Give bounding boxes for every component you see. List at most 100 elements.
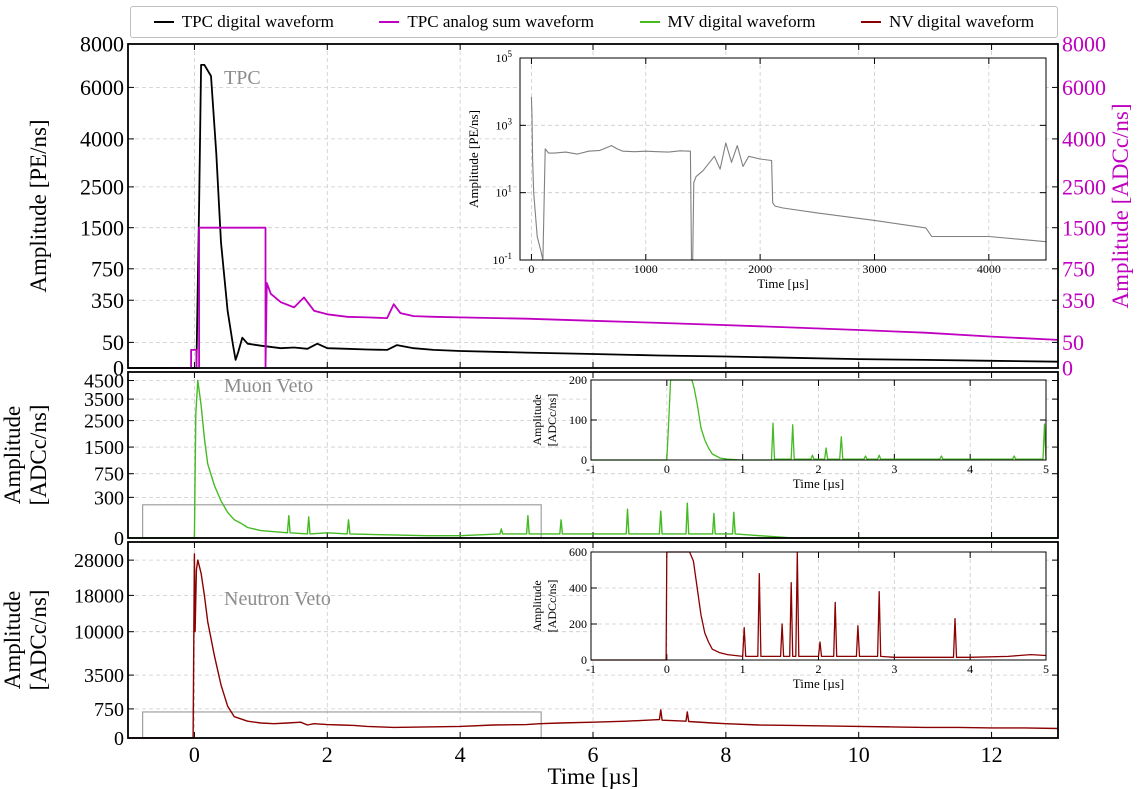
tpc-main-y-right-tick-label: 2500 (1062, 175, 1106, 200)
nv-main-frame (127, 541, 1059, 739)
mv-inset-y-tick-label: 200 (569, 373, 587, 387)
tpc-main-y-tick-label: 350 (91, 288, 124, 313)
tpc-main-frame (127, 43, 1059, 369)
tpc-main-y-tick-label: 8000 (80, 32, 124, 57)
tpc-main-y-tick-label: 0 (113, 356, 124, 381)
tpc-main-y-right-tick-label: 750 (1062, 256, 1095, 281)
mv-main-y-tick-label: 3500 (84, 389, 124, 411)
nv-inset-y-axis-label-unit: [ADCc/ns] (545, 580, 559, 633)
legend-swatch (153, 21, 174, 23)
nv-main-x-tick-label: 4 (455, 742, 466, 767)
legend-item-nv-digital: NV digital waveform (861, 12, 1034, 32)
tpc-main-y-right-tick-label: 1500 (1062, 215, 1106, 240)
tpc-inset-y-tick-label: 105 (496, 49, 513, 65)
mv-inset-panel (590, 379, 1047, 461)
nv-inset-x-tick-label: 3 (891, 662, 897, 676)
nv-inset-y-tick-label: 400 (569, 581, 587, 595)
legend-label: TPC digital waveform (181, 12, 334, 31)
nv-main-x-tick-label: 10 (848, 742, 870, 767)
mv-inset-x-axis-label: Time [µs] (793, 476, 844, 491)
legend: TPC digital waveform TPC analog sum wave… (130, 6, 1058, 38)
mv-inset-x-tick-label: 1 (740, 462, 746, 476)
nv-main-y-tick-label: 0 (114, 728, 124, 750)
nv-inset-x-tick-label: 2 (816, 662, 822, 676)
legend-item-tpc-digital: TPC digital waveform (153, 12, 334, 32)
tpc-inset-x-tick-label: 1000 (634, 262, 658, 276)
mv-inset-series-0 (591, 379, 1047, 461)
nv-main-x-tick-label: 2 (322, 742, 333, 767)
tpc-main-y-right-tick-label: 8000 (1062, 32, 1106, 57)
nv-main-y-tick-label: 28000 (74, 550, 124, 572)
mv-main-y-axis-label: Amplitude (0, 406, 25, 504)
tpc-inset-frame (519, 57, 1047, 261)
nv-main-x-tick-label: 8 (720, 742, 731, 767)
mv-main-y-axis-label-unit: [ADCc/ns] (26, 405, 51, 506)
tpc-inset-x-axis-label: Time [µs] (757, 276, 808, 291)
mv-main-y-tick-label: 750 (94, 464, 124, 486)
tpc-inset-y-tick-label: 103 (496, 116, 513, 132)
tpc-inset-y-tick-label: 10-1 (493, 251, 513, 267)
mv-inset-y-tick-label: 0 (581, 453, 587, 467)
nv-main-y-axis-label: Amplitude (0, 591, 25, 689)
tpc-main-y-right-tick-label: 50 (1062, 330, 1084, 355)
tpc-inset-x-tick-label: 2000 (748, 262, 772, 276)
mv-main-y-tick-label: 0 (114, 528, 124, 550)
nv-inset-panel (590, 551, 1047, 661)
nv-inset-frame (590, 551, 1047, 661)
mv-inset-y-tick-label: 100 (569, 413, 587, 427)
tpc-inset-background (520, 58, 1046, 260)
legend-swatch (861, 21, 882, 23)
nv-inset-series-0 (591, 551, 1047, 661)
tpc-inset-panel (519, 57, 1047, 261)
tpc-main-y-right-tick-label: 6000 (1062, 75, 1106, 100)
tpc-inset-x-tick-label: 4000 (977, 262, 1001, 276)
nv-main-x-tick-label: 12 (981, 742, 1003, 767)
mv-inset-y-axis-label-unit: [ADCc/ns] (545, 394, 559, 447)
legend-label: MV digital waveform (667, 12, 816, 31)
nv-main-panel-label: Neutron Veto (224, 588, 331, 610)
tpc-main-panel-label: TPC (224, 67, 261, 89)
tpc-inset-y-tick-label: 101 (496, 184, 513, 200)
mv-inset-x-tick-label: 4 (967, 462, 973, 476)
tpc-main-y-tick-label: 750 (91, 256, 124, 281)
nv-inset-y-tick-label: 600 (569, 545, 587, 559)
tpc-inset-x-tick-label: 3000 (862, 262, 886, 276)
nv-main-x-tick-label: 6 (588, 742, 599, 767)
mv-inset-x-tick-label: 5 (1043, 462, 1049, 476)
tpc-main-series-0 (128, 64, 1059, 369)
tpc-main-y-right-tick-label: 350 (1062, 288, 1095, 313)
nv-inset-y-axis-label: Amplitude (530, 580, 544, 631)
mv-main-y-tick-label: 4500 (84, 371, 124, 393)
mv-main-series-0 (128, 379, 1058, 539)
mv-main-y-tick-label: 1500 (84, 437, 124, 459)
mv-inset-y-axis-label: Amplitude (530, 394, 544, 445)
tpc-inset-series-0 (530, 96, 1047, 261)
tpc-main-y-tick-label: 6000 (80, 75, 124, 100)
nv-main-y-axis-label-unit: [ADCc/ns] (26, 590, 51, 691)
legend-item-tpc-analog: TPC analog sum waveform (379, 12, 594, 32)
nv-inset-x-tick-label: 4 (967, 662, 973, 676)
mv-main-y-tick-label: 300 (94, 487, 124, 509)
legend-label: TPC analog sum waveform (407, 12, 594, 31)
tpc-main-y-right-axis-label: Amplitude [ADCc/ns] (1108, 103, 1133, 308)
mv-inset-x-tick-label: 2 (816, 462, 822, 476)
mv-inset-x-tick-label: 0 (664, 462, 670, 476)
nv-inset-x-tick-label: 5 (1043, 662, 1049, 676)
tpc-main-y-tick-label: 4000 (80, 127, 124, 152)
mv-main-frame (127, 371, 1059, 539)
tpc-main-y-right-tick-label: 4000 (1062, 127, 1106, 152)
nv-main-x-axis-label: Time [µs] (547, 764, 638, 789)
tpc-main-y-tick-label: 2500 (80, 175, 124, 200)
tpc-inset-x-tick-label: 0 (528, 262, 534, 276)
mv-inset-frame (590, 379, 1047, 461)
legend-swatch (639, 21, 660, 23)
nv-main-y-tick-label: 3500 (84, 665, 124, 687)
tpc-inset-y-axis-label: Amplitude [PE/ns] (466, 110, 481, 208)
legend-swatch (379, 21, 400, 23)
tpc-main-y-tick-label: 50 (102, 330, 124, 355)
tpc-main-y-right-tick-label: 0 (1062, 356, 1073, 381)
nv-inset-x-tick-label: 0 (664, 662, 670, 676)
nv-inset-x-axis-label: Time [µs] (793, 676, 844, 691)
legend-item-mv-digital: MV digital waveform (639, 12, 816, 32)
tpc-main-series-1 (171, 226, 1059, 369)
